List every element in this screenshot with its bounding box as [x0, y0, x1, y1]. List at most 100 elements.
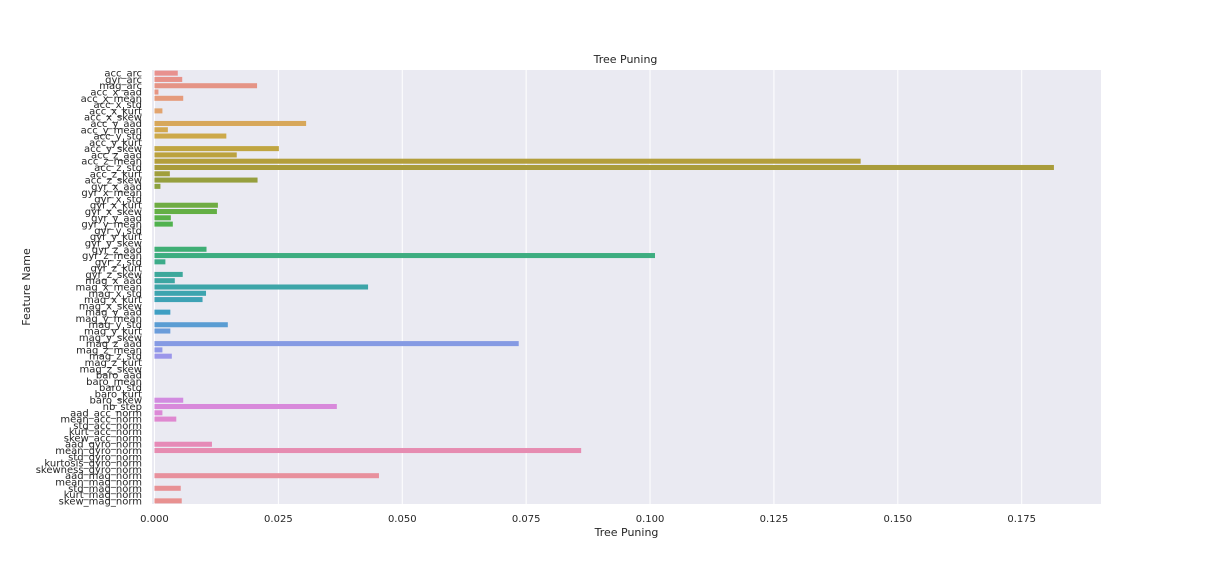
y-axis-title: Feature Name	[20, 248, 33, 326]
bar-gyr-x-aad	[154, 183, 161, 189]
bar-mean-gyro-norm	[154, 448, 582, 454]
y-tick-label: acc_y_std	[93, 132, 142, 143]
bar-acc-x-aad	[154, 89, 159, 95]
y-tick-label: mag_z_skew	[80, 364, 142, 375]
bar-acc-z-std	[154, 164, 1054, 171]
bar-mag-arc	[154, 83, 258, 89]
bar-acc-y-std	[154, 133, 227, 139]
y-tick-label: acc_y_skew	[84, 144, 142, 155]
y-tick-label: mag_z_kurt	[85, 358, 142, 369]
bar-gyr-y-aad	[154, 215, 171, 221]
bar-acc-z-kurt	[154, 171, 170, 177]
y-tick-label: aad_acc_norm	[70, 408, 142, 419]
y-tick-label: gyr_arc	[105, 75, 142, 86]
bar-gyr-z-std	[154, 259, 166, 265]
y-tick-label: acc_z_skew	[85, 176, 142, 187]
x-tick-label: 0.025	[264, 514, 293, 525]
bar-gyr-x-skew	[154, 209, 217, 215]
chart-title: Tree Puning	[593, 53, 658, 66]
x-tick-label: 0.075	[512, 514, 541, 525]
y-tick-label: mean_acc_norm	[60, 415, 142, 426]
bar-aad-gyro-norm	[154, 441, 212, 447]
y-tick-label: gyr_x_skew	[85, 207, 142, 218]
y-tick-label: std_acc_norm	[73, 421, 142, 432]
y-tick-label: acc_z_std	[94, 163, 142, 174]
y-tick-label: acc_y_aad	[90, 119, 142, 130]
y-tick-label: nb_step	[103, 402, 142, 413]
y-tick-label: acc_z_mean	[81, 157, 142, 168]
bar-aad-mag-norm	[154, 473, 379, 479]
bar-acc-y-aad	[154, 120, 307, 126]
bar-gyr-arc	[154, 76, 183, 82]
y-tick-label: acc_x_skew	[84, 113, 142, 124]
y-tick-label: gyr_y_skew	[85, 238, 142, 249]
y-tick-label: kurt_acc_norm	[69, 427, 142, 438]
y-tick-label: mag_y_mean	[76, 314, 143, 325]
y-tick-label: acc_x_aad	[90, 88, 142, 99]
y-tick-label: mag_y_aad	[85, 308, 142, 319]
bar-acc-arc	[154, 70, 178, 76]
y-tick-label: gyr_z_aad	[92, 245, 142, 256]
bar-acc-z-mean	[154, 158, 861, 164]
y-tick-label: acc_x_mean	[81, 94, 142, 105]
bar-std-mag-norm	[154, 485, 181, 491]
x-axis-title: Tree Puning	[594, 526, 659, 539]
y-tick-label: mean_mag_norm	[55, 477, 142, 488]
y-tick-label: aad_gyro_norm	[65, 440, 142, 451]
x-tick-label: 0.125	[760, 514, 789, 525]
bar-acc-y-mean	[154, 127, 168, 133]
y-tick-label: gyr_z_std	[95, 257, 142, 268]
y-tick-label: acc_z_aad	[91, 150, 142, 161]
x-tick-labels: 0.000 0.025 0.050 0.075 0.100 0.125 0.150 0.175	[140, 514, 1036, 525]
y-tick-label: baro_skew	[90, 396, 142, 407]
y-tick-label: mag_y_skew	[79, 333, 142, 344]
y-tick-label: mag_x_kurt	[84, 295, 142, 306]
bar-mag-z-std	[154, 353, 172, 359]
y-tick-label: gyr_z_mean	[82, 251, 142, 262]
bar-baro-skew	[154, 397, 184, 403]
bar-acc-x-mean	[154, 95, 184, 101]
x-tick-label: 0.150	[883, 514, 912, 525]
y-tick-label: mag_y_std	[88, 320, 142, 331]
y-tick-label: mag_x_skew	[79, 301, 142, 312]
bar-mag-x-aad	[154, 278, 175, 284]
bar-mag-x-kurt	[154, 297, 203, 303]
x-tick-label: 0.100	[636, 514, 665, 525]
y-tick-label: acc_z_kurt	[90, 169, 142, 180]
y-tick-label: acc_x_kurt	[89, 106, 142, 117]
y-tick-label: mag_z_aad	[86, 339, 142, 350]
y-tick-label: mag_y_kurt	[84, 327, 142, 338]
y-tick-labels: acc_arcgyr_arcmag_arcacc_x_aadacc_x_mean…	[36, 69, 142, 508]
y-tick-label: gyr_y_std	[94, 226, 142, 237]
bar-gyr-y-mean	[154, 221, 173, 227]
y-tick-label: mag_z_mean	[76, 345, 142, 356]
y-tick-label: skew_acc_norm	[64, 433, 142, 444]
bar-acc-z-aad	[154, 152, 237, 158]
y-tick-label: acc_y_mean	[81, 125, 142, 136]
y-tick-label: gyr_x_mean	[81, 188, 142, 199]
bar-mag-y-kurt	[154, 328, 171, 334]
y-tick-label: kurtosis_gyro_norm	[44, 459, 142, 470]
bar-acc-x-kurt	[154, 108, 163, 114]
x-tick-label: 0.000	[140, 514, 169, 525]
y-tick-label: acc_y_kurt	[89, 138, 142, 149]
y-tick-label: skewness_gyro_norm	[36, 465, 142, 476]
y-tick-label: kurt_mag_norm	[64, 490, 142, 501]
y-tick-label: mag_x_std	[88, 289, 142, 300]
bar-mag-z-aad	[154, 341, 519, 347]
y-tick-label: mag_x_aad	[85, 276, 142, 287]
bar-nb-step	[154, 403, 337, 410]
y-tick-label: mean_gyro_norm	[55, 446, 142, 457]
y-tick-label: gyr_x_aad	[91, 182, 142, 193]
y-tick-label: mag_x_mean	[76, 283, 143, 294]
y-tick-label: mag_arc	[99, 81, 142, 92]
y-tick-label: std_mag_norm	[68, 484, 142, 495]
y-tick-label: baro_std	[99, 383, 142, 394]
bar-mean-acc-norm	[154, 416, 177, 422]
y-tick-label: skew_mag_norm	[59, 496, 142, 507]
bar-skew-mag-norm	[154, 498, 182, 504]
bar-mag-z-mean	[154, 347, 163, 353]
y-tick-label: gyr_x_kurt	[90, 201, 142, 212]
bar-gyr-z-mean	[154, 253, 655, 259]
